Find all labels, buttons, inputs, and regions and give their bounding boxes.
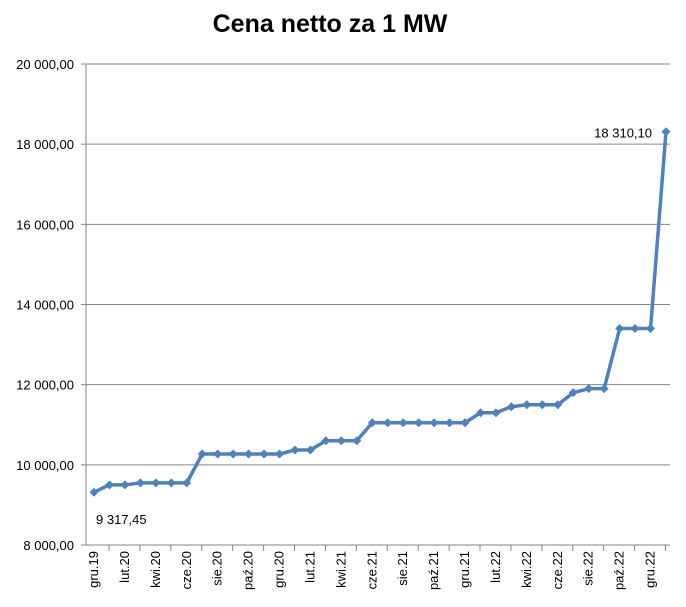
y-tick-label: 14 000,00 [16, 298, 74, 313]
y-tick-label: 12 000,00 [16, 378, 74, 393]
data-label: 9 317,45 [96, 512, 147, 527]
data-point-marker [429, 418, 439, 428]
x-tick-label: gru.22 [643, 551, 658, 588]
y-tick-label: 10 000,00 [16, 458, 74, 473]
data-point-marker [445, 418, 455, 428]
data-point-marker [460, 418, 470, 428]
data-point-marker [398, 418, 408, 428]
data-point-marker [305, 445, 315, 455]
data-point-marker [89, 487, 99, 497]
y-tick-label: 20 000,00 [16, 57, 74, 72]
x-tick-label: kwi.20 [148, 551, 163, 588]
gridlines [86, 63, 670, 466]
x-tick-label: paź.21 [426, 551, 441, 590]
data-point-marker [661, 127, 671, 137]
data-point-marker [599, 384, 609, 394]
series-line [93, 131, 668, 494]
data-point-marker [414, 418, 424, 428]
data-point-marker [383, 418, 393, 428]
data-point-marker [352, 436, 362, 446]
data-point-marker [367, 418, 377, 428]
x-tick-label: lut.22 [488, 551, 503, 583]
x-tick-label: sie.22 [581, 551, 596, 586]
data-point-marker [259, 449, 269, 459]
data-point-marker [475, 408, 485, 418]
data-point-marker [553, 400, 563, 410]
y-axis-tick-labels: 8 000,00 10 000,00 12 000,00 14 000,00 16 00… [16, 57, 74, 553]
data-point-marker [321, 436, 331, 446]
data-label: 18 310,10 [594, 126, 652, 141]
chart-title: Cena netto za 1 MW [213, 10, 448, 38]
data-point-marker [290, 445, 300, 455]
x-tick-label: gru.21 [457, 551, 472, 588]
data-point-marker [104, 480, 114, 490]
data-point-marker [336, 436, 346, 446]
y-tick-label: 16 000,00 [16, 217, 74, 232]
data-point-marker [506, 402, 516, 412]
data-point-marker [615, 324, 625, 334]
x-tick-label: cze.20 [179, 551, 194, 589]
x-tick-label: sie.20 [210, 551, 225, 586]
data-point-marker [197, 449, 207, 459]
x-axis-tick-labels: gru.19 lut.20 kwi.20 cze.20 sie.20 paź.20 gru.… [86, 551, 658, 590]
x-tick-label: kwi.21 [333, 551, 348, 588]
data-point-marker [135, 478, 145, 488]
x-tick-label: kwi.22 [519, 551, 534, 588]
data-point-marker [151, 478, 161, 488]
data-point-marker [630, 324, 640, 334]
data-point-marker [244, 449, 254, 459]
series-markers [89, 127, 671, 497]
data-point-marker [182, 478, 192, 488]
data-point-marker [568, 388, 578, 398]
x-tick-label: gru.19 [86, 551, 101, 588]
x-tick-label: cze.21 [364, 551, 379, 589]
axes [81, 63, 670, 551]
data-labels: 9 317,45 18 310,10 [96, 126, 652, 527]
y-tick-label: 8 000,00 [23, 538, 74, 553]
x-tick-label: cze.22 [550, 551, 565, 589]
x-tick-label: gru.20 [272, 551, 287, 588]
data-point-marker [491, 408, 501, 418]
x-tick-label: paź.22 [612, 551, 627, 590]
data-point-marker [537, 400, 547, 410]
data-point-marker [120, 480, 130, 490]
data-point-marker [228, 449, 238, 459]
data-point-marker [584, 384, 594, 394]
data-point-marker [213, 449, 223, 459]
data-point-marker [522, 400, 532, 410]
data-point-marker [275, 449, 285, 459]
data-point-marker [646, 324, 656, 334]
data-point-marker [166, 478, 176, 488]
x-tick-label: lut.21 [302, 551, 317, 583]
x-tick-label: sie.21 [395, 551, 410, 586]
x-tick-label: paź.20 [241, 551, 256, 590]
x-tick-label: lut.20 [117, 551, 132, 583]
series-line-group [93, 131, 668, 494]
y-tick-label: 18 000,00 [16, 137, 74, 152]
